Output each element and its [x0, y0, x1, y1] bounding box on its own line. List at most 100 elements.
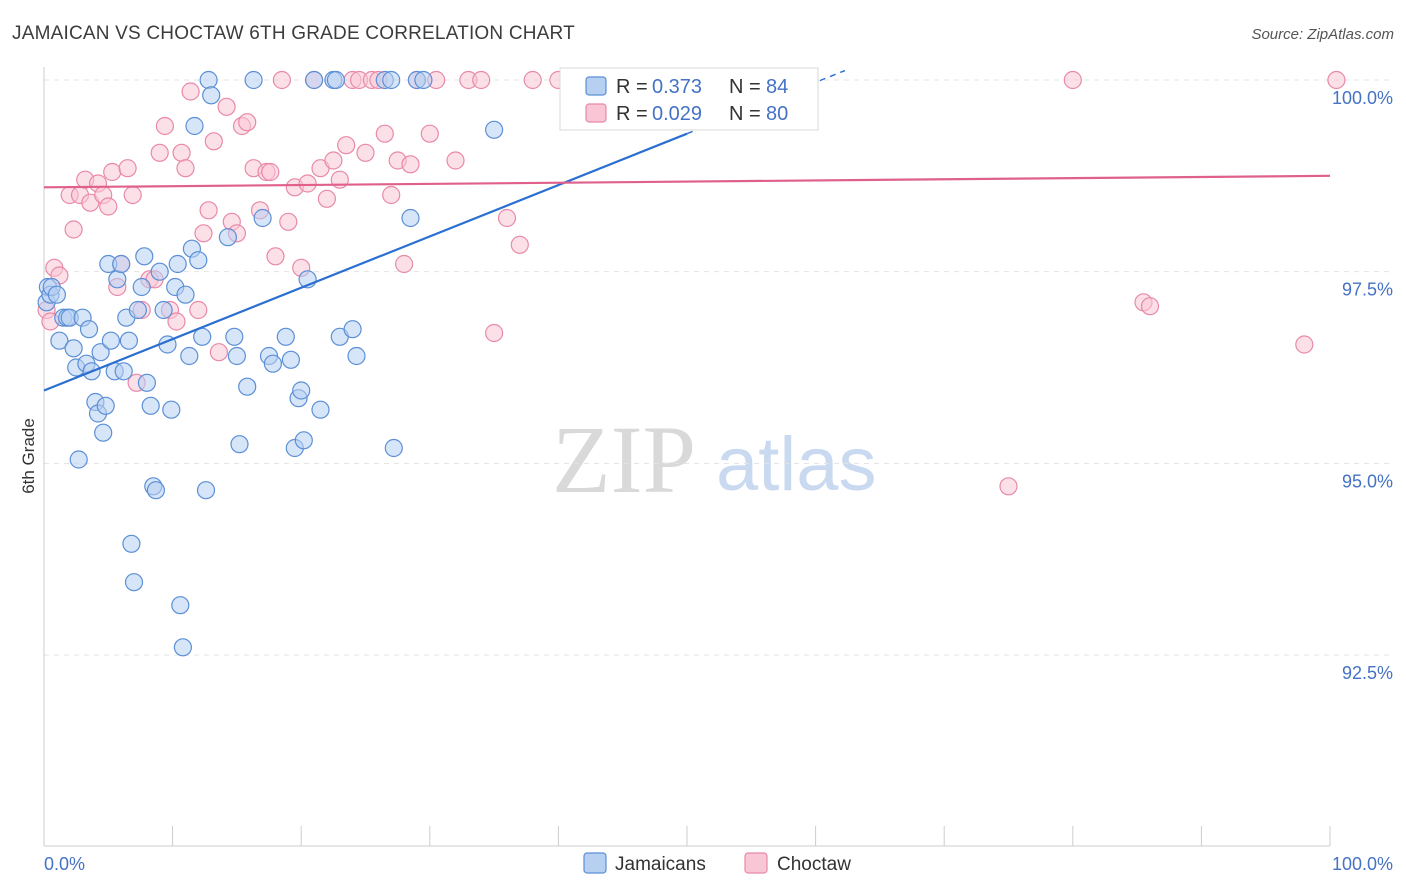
watermark-zip: ZIP	[552, 406, 696, 513]
jamaicans-point-9	[64, 339, 83, 358]
choctaw-point-71	[497, 208, 517, 228]
jamaicans-point-72	[311, 400, 330, 419]
legend-n-label-choctaw: N =	[729, 103, 761, 125]
jamaicans-point-32	[132, 277, 151, 297]
choctaw-point-75	[999, 477, 1018, 496]
jamaicans-point-28	[119, 331, 138, 350]
choctaw-point-53	[337, 136, 356, 155]
jamaicans-point-84	[485, 120, 504, 139]
jamaicans-point-65	[281, 350, 300, 369]
x-tick-label-right: 100.0%	[1332, 854, 1393, 874]
jamaicans-point-43	[168, 254, 187, 274]
bottom-legend-label-jamaicans: Jamaicans	[615, 854, 706, 875]
jamaicans-point-31	[128, 300, 147, 320]
choctaw-point-78	[1140, 297, 1160, 316]
choctaw-point-70	[485, 323, 504, 343]
jamaicans-point-64	[276, 327, 295, 346]
jamaicans-point-57	[227, 346, 246, 366]
jamaicans-point-18	[91, 343, 110, 362]
choctaw-point-11	[99, 197, 118, 216]
choctaw-point-42	[266, 247, 285, 266]
jamaicans-point-24	[108, 270, 127, 289]
choctaw-point-25	[172, 143, 191, 162]
legend-swatch-jamaicans	[585, 76, 607, 96]
choctaw-point-76	[1063, 70, 1082, 90]
choctaw-point-47	[298, 174, 317, 193]
jamaicans-point-46	[176, 285, 195, 304]
jamaicans-point-54	[202, 86, 221, 105]
legend-swatch-choctaw	[585, 103, 607, 123]
jamaicans-point-29	[122, 534, 141, 553]
bottom-legend-swatch-choctaw	[744, 852, 768, 874]
jamaicans-point-14	[79, 320, 99, 339]
choctaw-point-67	[446, 151, 465, 170]
legend-r-label-choctaw: R =	[616, 103, 648, 125]
y-tick-labels: 100.0% 97.5% 95.0% 92.5%	[1332, 88, 1393, 683]
jamaicans-point-71	[305, 70, 324, 90]
jamaicans-point-59	[238, 377, 257, 396]
jamaicans-point-25	[112, 254, 131, 274]
legend-r-value-jamaicans: 0.373	[652, 76, 702, 98]
choctaw-point-5	[64, 220, 83, 239]
choctaw-point-43	[272, 70, 291, 90]
jamaicans-point-39	[154, 300, 173, 320]
jamaicans-point-56	[225, 327, 244, 346]
y-tick-label-0: 100.0%	[1332, 88, 1393, 108]
jamaicans-point-76	[343, 320, 362, 339]
jamaicans-point-49	[185, 116, 204, 136]
jamaicans-point-45	[173, 638, 192, 657]
bottom-legend-swatch-jamaicans	[583, 852, 607, 874]
jamaicans-point-38	[150, 262, 169, 281]
choctaw-point-29	[194, 224, 213, 243]
jamaicans-point-58	[230, 435, 249, 454]
watermark: ZIP atlas	[552, 406, 877, 513]
legend-r-label-jamaicans: R =	[616, 76, 648, 98]
jamaicans-point-37	[146, 481, 165, 500]
jamaicans-point-79	[382, 70, 401, 90]
series-jamaicans-points	[37, 70, 632, 657]
choctaw-point-26	[176, 159, 195, 178]
jamaicans-point-63	[263, 354, 282, 373]
jamaicans-point-19	[94, 423, 113, 442]
choctaw-point-37	[238, 113, 257, 132]
choctaw-point-12	[103, 162, 122, 182]
bottom-legend: Jamaicans Choctaw	[583, 852, 851, 875]
choctaw-point-50	[317, 189, 336, 208]
choctaw-point-72	[510, 235, 529, 254]
jamaicans-point-34	[137, 373, 156, 392]
jamaicans-point-61	[253, 208, 272, 228]
jamaicans-point-22	[101, 331, 121, 350]
jamaicans-point-11	[69, 450, 88, 469]
legend-n-label-jamaicans: N =	[729, 76, 761, 98]
choctaw-point-30	[199, 201, 218, 220]
choctaw-point-44	[279, 212, 298, 231]
trend-line-jamaicans	[43, 132, 688, 392]
choctaw-point-32	[209, 343, 228, 362]
choctaw-point-21	[150, 143, 169, 162]
choctaw-point-28	[189, 300, 208, 320]
choctaw-point-59	[375, 124, 394, 143]
jamaicans-point-74	[326, 70, 345, 90]
chart-title: JAMAICAN VS CHOCTAW 6TH GRADE CORRELATIO…	[12, 23, 575, 44]
legend-r-value-choctaw: 0.029	[652, 103, 702, 125]
legend-n-value-jamaicans: 84	[766, 76, 788, 98]
choctaw-point-60	[382, 185, 401, 205]
choctaw-point-62	[395, 254, 414, 274]
choctaw-point-73	[523, 70, 542, 90]
bottom-legend-label-choctaw: Choctaw	[777, 854, 851, 875]
x-tick-label-left: 0.0%	[44, 854, 85, 874]
jamaicans-point-50	[189, 251, 208, 270]
choctaw-point-41	[261, 162, 280, 182]
choctaw-point-24	[167, 312, 186, 331]
jamaicans-point-55	[218, 228, 237, 247]
watermark-atlas: atlas	[716, 422, 877, 507]
jamaicans-point-77	[347, 346, 366, 366]
jamaicans-point-41	[162, 400, 181, 419]
chart-source: Source: ZipAtlas.com	[1251, 26, 1394, 43]
x-ticks	[43, 826, 1331, 846]
jamaicans-point-80	[384, 438, 403, 458]
choctaw-point-22	[155, 116, 174, 136]
choctaw-point-79	[1295, 335, 1314, 354]
jamaicans-point-4	[47, 285, 67, 304]
